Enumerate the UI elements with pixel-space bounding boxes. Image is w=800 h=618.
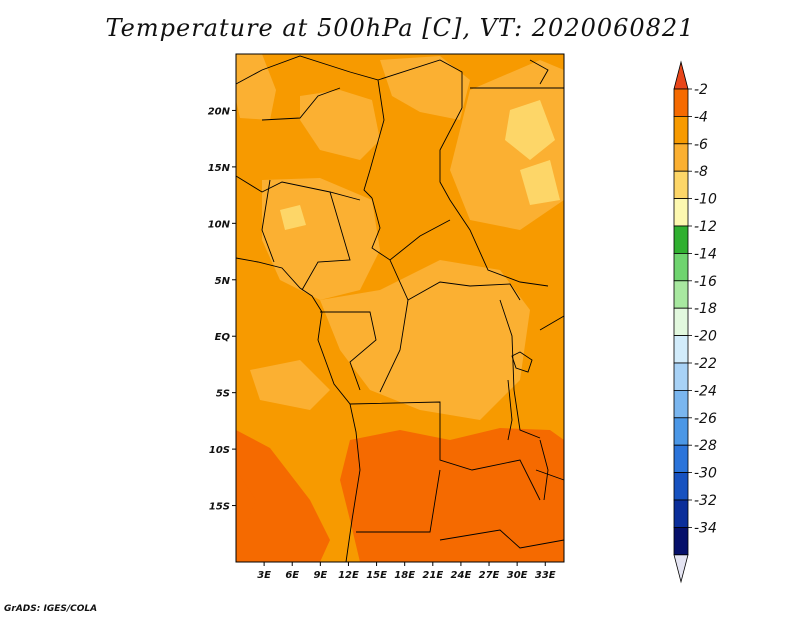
- colorbar-swatch: [673, 389, 689, 419]
- colorbar-swatch: [673, 307, 689, 337]
- map-frame: [235, 53, 565, 563]
- lon-tick-label: 18E: [394, 570, 415, 581]
- colorbar-label: -18: [694, 301, 717, 317]
- border-kenya: [539, 315, 565, 331]
- field-minus8-sahara: [300, 90, 380, 160]
- lon-tick-label: 9E: [313, 570, 327, 581]
- colorbar-swatch: [673, 198, 689, 227]
- lat-tick-label: 5N: [215, 276, 231, 287]
- field-minus10-patch3: [280, 205, 306, 230]
- border-nigeria-cameroon: [301, 191, 351, 291]
- colorbar-swatch: [673, 116, 689, 145]
- colorbar-label: -20: [694, 329, 717, 345]
- colorbar-label: -28: [694, 438, 717, 454]
- lat-tick-label: EQ: [215, 332, 231, 343]
- colorbar-swatch: [673, 225, 689, 254]
- colorbar-swatch: [673, 252, 689, 282]
- border-angola-namibia: [356, 469, 441, 533]
- colorbar-swatch: [673, 417, 689, 446]
- colorbar-label: -6: [694, 137, 708, 153]
- border-angola-zambia: [349, 401, 541, 501]
- colorbar-label: -14: [694, 246, 717, 262]
- border-nigeria-north: [235, 175, 361, 201]
- lat-tick-label: 5S: [216, 389, 230, 400]
- field-minus4-atl: [236, 470, 256, 540]
- border-congo-drc: [379, 299, 409, 393]
- field-minus4-sw: [236, 430, 330, 562]
- lat-axis: 20N 15N 10N 5N EQ 5S 10S 15S: [208, 106, 236, 513]
- grads-credit: GrADS: IGES/COLA: [4, 604, 98, 614]
- coastline-west: [235, 257, 361, 563]
- lon-tick-label: 27E: [479, 570, 500, 581]
- colorbar-swatch: [673, 335, 689, 364]
- colorbar-label: -4: [694, 109, 708, 125]
- field-minus8-nw: [236, 54, 276, 120]
- colorbar-swatch: [673, 170, 689, 199]
- colorbar-swatch: [673, 499, 689, 528]
- border-drc-east: [499, 299, 541, 439]
- lon-axis: 3E 6E 9E 12E 15E 18E 21E 24E 27E 30E 33E: [257, 562, 556, 581]
- colorbar-label: -22: [694, 356, 717, 372]
- field-minus4-south: [340, 428, 564, 562]
- lat-tick-label: 15N: [208, 163, 231, 174]
- colorbar-label: -34: [694, 520, 717, 536]
- lake-malawi: [539, 439, 549, 501]
- lat-tick-label: 15S: [209, 502, 230, 513]
- country-borders: [235, 55, 565, 563]
- colorbar-label: -32: [694, 493, 717, 509]
- lon-tick-label: 30E: [507, 570, 528, 581]
- colorbar-label: -26: [694, 411, 717, 427]
- lake-victoria: [511, 351, 533, 373]
- colorbar-label: -8: [694, 164, 708, 180]
- border-mali-niger: [261, 87, 341, 121]
- colorbar-label: -30: [694, 466, 717, 482]
- temperature-field: [236, 54, 564, 562]
- colorbar-swatch: [673, 143, 689, 172]
- lat-tick-label: 10N: [208, 219, 231, 230]
- lon-tick-label: 15E: [366, 570, 387, 581]
- colorbar-label: -24: [694, 383, 717, 399]
- colorbar-swatch: [673, 527, 689, 556]
- lon-tick-label: 6E: [285, 570, 299, 581]
- border-chad-sudan: [439, 107, 549, 287]
- colorbar-swatch: [673, 280, 689, 309]
- lon-tick-label: 24E: [451, 570, 472, 581]
- field-minus10-patch2: [520, 160, 560, 205]
- lon-tick-label: 33E: [535, 570, 556, 581]
- colorbar-swatch: [673, 444, 689, 474]
- lake-tanganyika: [507, 379, 513, 441]
- lat-tick-label: 20N: [208, 106, 231, 117]
- border-libya: [377, 59, 463, 108]
- lat-tick-label: 10S: [209, 445, 230, 456]
- colorbar-label: -16: [694, 274, 717, 290]
- border-chad-car: [371, 197, 451, 261]
- colorbar-bottom-arrow: [673, 554, 689, 584]
- field-minus8-congo: [320, 260, 530, 420]
- border-mozambique: [535, 469, 565, 481]
- border-zimbabwe: [439, 529, 565, 549]
- coast-red-sea: [529, 59, 549, 85]
- border-gabon-congo: [320, 311, 377, 391]
- colorbar-label: -12: [694, 219, 717, 235]
- colorbar-swatch: [673, 362, 689, 391]
- colorbar-swatch: [673, 88, 689, 117]
- colorbar-label: -10: [694, 192, 717, 208]
- colorbar: -2 -4 -6 -8 -10 -12 -14 -16 -18 -20 -22 -24 -26 -28 -3…: [673, 60, 717, 584]
- field-minus8-coast: [250, 360, 330, 410]
- colorbar-swatch: [673, 472, 689, 501]
- border-benin: [261, 179, 275, 263]
- lon-tick-label: 21E: [422, 570, 443, 581]
- field-minus10-patch1: [505, 100, 555, 160]
- lon-tick-label: 12E: [338, 570, 359, 581]
- chart-title: Temperature at 500hPa [C], VT: 202006082…: [105, 14, 695, 42]
- border-car-drc: [389, 259, 521, 301]
- colorbar-label: -2: [694, 82, 708, 98]
- colorbar-top-arrow: [673, 60, 689, 90]
- lon-tick-label: 3E: [257, 570, 271, 581]
